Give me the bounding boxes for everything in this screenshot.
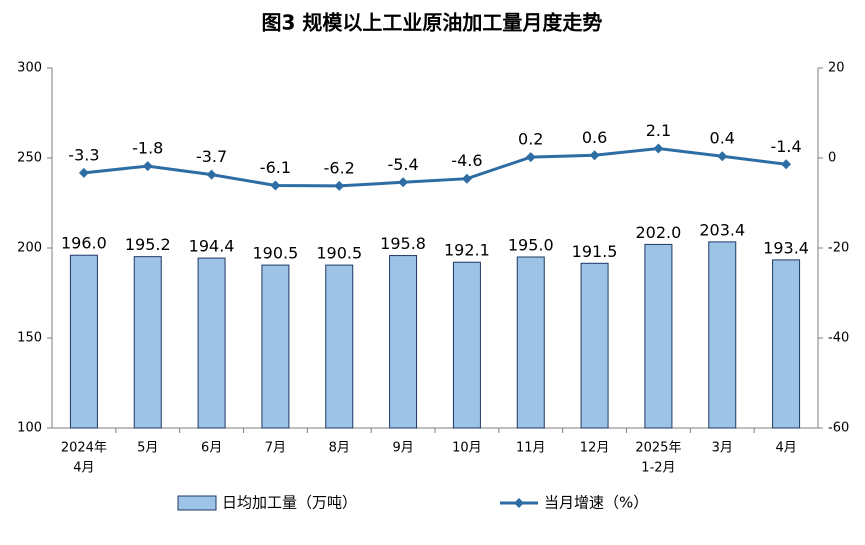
- line-marker: [589, 150, 600, 161]
- legend-marker: [514, 498, 524, 508]
- line-value-label: -6.1: [260, 158, 291, 177]
- bar-value-label: 193.4: [763, 238, 809, 257]
- x-tick-label: 2024年: [61, 441, 107, 456]
- line-marker: [717, 151, 728, 162]
- bar-value-label: 194.4: [189, 237, 235, 256]
- x-tick-label: 3月: [712, 441, 733, 456]
- bar-value-label: 202.0: [636, 223, 682, 242]
- bar: [69, 254, 98, 429]
- bar-value-label: 191.5: [572, 242, 618, 261]
- x-tick-label: 1-2月: [641, 461, 675, 476]
- line-value-label: -5.4: [387, 155, 418, 174]
- bar-value-label: 195.2: [125, 235, 171, 254]
- line-value-label: -3.3: [68, 145, 99, 164]
- x-tick-label: 6月: [201, 441, 222, 456]
- bar: [644, 243, 673, 429]
- bar-value-label: 203.4: [699, 220, 745, 239]
- bar-value-label: 192.1: [444, 241, 490, 260]
- line-marker: [525, 152, 536, 163]
- line-marker: [334, 180, 345, 191]
- line-marker: [653, 143, 664, 154]
- line-marker: [398, 177, 409, 188]
- line-marker: [142, 161, 153, 172]
- bar: [389, 255, 418, 429]
- line-value-label: -1.8: [132, 139, 163, 158]
- y2-tick-label: -20: [828, 241, 849, 256]
- bar: [452, 261, 481, 429]
- x-tick-label: 4月: [775, 441, 796, 456]
- bar-value-label: 196.0: [61, 234, 107, 253]
- line-value-label: -3.7: [196, 147, 227, 166]
- bar-value-label: 195.8: [380, 234, 426, 253]
- y-tick-label: 100: [17, 421, 42, 436]
- x-tick-label: 9月: [392, 441, 413, 456]
- x-tick-label: 12月: [580, 441, 610, 456]
- chart-title: 图3 规模以上工业原油加工量月度走势: [262, 11, 603, 35]
- bar: [708, 241, 737, 429]
- line-value-label: 2.1: [646, 121, 671, 140]
- line-value-label: 0.6: [582, 128, 607, 147]
- line-marker: [206, 169, 217, 180]
- y2-tick-label: 20: [828, 61, 845, 76]
- legend-swatch: [177, 495, 217, 511]
- y-tick-label: 300: [17, 61, 42, 76]
- legend-label: 当月增速（%）: [544, 494, 648, 512]
- x-tick-label: 10月: [452, 441, 482, 456]
- y2-tick-label: -40: [828, 331, 849, 346]
- line-value-label: -4.6: [451, 151, 482, 170]
- y-tick-label: 150: [17, 331, 42, 346]
- bar: [261, 264, 290, 429]
- line-marker: [270, 180, 281, 191]
- bar-value-label: 190.5: [316, 244, 362, 263]
- x-tick-label: 11月: [516, 441, 546, 456]
- bar-value-label: 195.0: [508, 236, 554, 255]
- y2-tick-label: 0: [828, 151, 836, 166]
- line-value-label: -1.4: [770, 137, 801, 156]
- y-tick-label: 200: [17, 241, 42, 256]
- x-tick-label: 7月: [265, 441, 286, 456]
- line-marker: [78, 167, 89, 178]
- line: [83, 147, 787, 188]
- x-tick-label: 4月: [73, 461, 94, 476]
- bar: [580, 262, 609, 429]
- bar: [516, 256, 545, 429]
- legend-label: 日均加工量（万吨）: [222, 494, 357, 512]
- y-tick-label: 250: [17, 151, 42, 166]
- line-marker: [781, 159, 792, 170]
- x-tick-label: 2025年: [635, 441, 681, 456]
- bar: [772, 259, 801, 429]
- bar: [133, 256, 162, 429]
- x-tick-label: 5月: [137, 441, 158, 456]
- x-tick-label: 8月: [329, 441, 350, 456]
- bar: [197, 257, 226, 429]
- line-value-label: -6.2: [324, 158, 355, 177]
- line-value-label: 0.4: [710, 129, 735, 148]
- y2-tick-label: -60: [828, 421, 849, 436]
- bar: [325, 264, 354, 429]
- line-value-label: 0.2: [518, 130, 543, 149]
- line-marker: [461, 173, 472, 184]
- bar-value-label: 190.5: [253, 244, 299, 263]
